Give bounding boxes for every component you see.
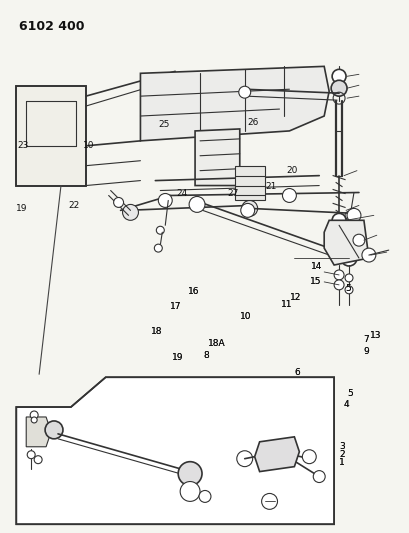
Text: 5: 5 — [347, 389, 353, 398]
Circle shape — [236, 451, 252, 466]
Circle shape — [361, 248, 375, 262]
Circle shape — [30, 411, 38, 419]
Bar — [234, 166, 264, 200]
Text: 13: 13 — [369, 331, 380, 340]
Text: 5: 5 — [345, 284, 351, 293]
Text: 18A: 18A — [208, 339, 225, 348]
Text: 5: 5 — [347, 389, 353, 398]
Circle shape — [344, 274, 352, 282]
Text: 17: 17 — [170, 302, 182, 311]
Text: 15: 15 — [309, 277, 321, 286]
Text: 14: 14 — [310, 262, 321, 271]
Text: 24: 24 — [176, 189, 187, 198]
Text: 15: 15 — [309, 277, 321, 286]
Text: 8: 8 — [202, 351, 208, 360]
Circle shape — [340, 250, 356, 266]
Text: 11: 11 — [281, 300, 292, 309]
Polygon shape — [26, 417, 51, 447]
Text: 19: 19 — [16, 204, 27, 213]
Circle shape — [180, 481, 200, 502]
Polygon shape — [254, 437, 299, 472]
Text: 6: 6 — [294, 368, 300, 377]
Text: 21: 21 — [265, 182, 276, 190]
Text: 1: 1 — [339, 458, 344, 467]
Text: 9: 9 — [362, 346, 368, 356]
Text: 10: 10 — [240, 312, 251, 321]
Text: 16: 16 — [187, 287, 199, 296]
Text: 18A: 18A — [208, 339, 225, 348]
Text: 2: 2 — [339, 450, 344, 459]
Circle shape — [156, 227, 164, 234]
Text: 10: 10 — [240, 312, 251, 321]
Circle shape — [241, 200, 257, 216]
Circle shape — [122, 205, 138, 220]
Circle shape — [198, 490, 211, 503]
Circle shape — [189, 197, 204, 212]
Circle shape — [330, 80, 346, 96]
Text: 6: 6 — [294, 368, 300, 377]
Circle shape — [301, 450, 315, 464]
Polygon shape — [140, 67, 328, 141]
Circle shape — [240, 204, 254, 217]
Text: 5: 5 — [345, 284, 351, 293]
Text: 17: 17 — [170, 302, 182, 311]
Text: 11: 11 — [281, 300, 292, 309]
Text: 25: 25 — [158, 120, 169, 129]
Text: 7: 7 — [362, 335, 368, 344]
Circle shape — [238, 86, 250, 98]
Circle shape — [178, 462, 202, 486]
Text: 4: 4 — [343, 400, 348, 409]
Polygon shape — [16, 86, 85, 185]
Polygon shape — [324, 220, 368, 265]
Circle shape — [344, 286, 352, 294]
Circle shape — [344, 212, 352, 219]
Circle shape — [346, 208, 360, 222]
Text: 26: 26 — [247, 118, 258, 127]
Circle shape — [34, 456, 42, 464]
Text: 13: 13 — [369, 331, 380, 340]
Circle shape — [333, 270, 343, 280]
Text: 20: 20 — [286, 166, 297, 175]
Text: 8: 8 — [202, 351, 208, 360]
Circle shape — [352, 234, 364, 246]
Text: 14: 14 — [310, 262, 321, 271]
Text: 16: 16 — [187, 287, 199, 296]
Text: 4: 4 — [343, 400, 348, 409]
Text: 19: 19 — [172, 353, 184, 362]
Text: 3: 3 — [339, 442, 344, 451]
Text: 1: 1 — [339, 458, 344, 467]
Text: 3: 3 — [339, 442, 344, 451]
Polygon shape — [195, 129, 239, 185]
Circle shape — [331, 69, 345, 83]
Text: 12: 12 — [289, 293, 300, 302]
Text: 2: 2 — [339, 450, 344, 459]
Text: 10: 10 — [83, 141, 94, 150]
Text: 6102 400: 6102 400 — [19, 20, 85, 33]
Text: 7: 7 — [362, 335, 368, 344]
Text: 27: 27 — [227, 189, 238, 198]
Text: 19: 19 — [172, 353, 184, 362]
Circle shape — [331, 213, 345, 227]
Circle shape — [113, 197, 123, 207]
Text: 18: 18 — [151, 327, 162, 336]
Circle shape — [333, 280, 343, 290]
Circle shape — [27, 451, 35, 459]
Polygon shape — [16, 377, 333, 524]
Text: 12: 12 — [289, 293, 300, 302]
Circle shape — [158, 193, 172, 207]
Text: 18: 18 — [151, 327, 162, 336]
Circle shape — [45, 421, 63, 439]
Text: 22: 22 — [68, 201, 80, 210]
Circle shape — [31, 417, 37, 423]
Circle shape — [282, 189, 296, 203]
Text: 9: 9 — [362, 346, 368, 356]
Circle shape — [312, 471, 324, 482]
Circle shape — [154, 244, 162, 252]
Text: 23: 23 — [18, 141, 29, 150]
